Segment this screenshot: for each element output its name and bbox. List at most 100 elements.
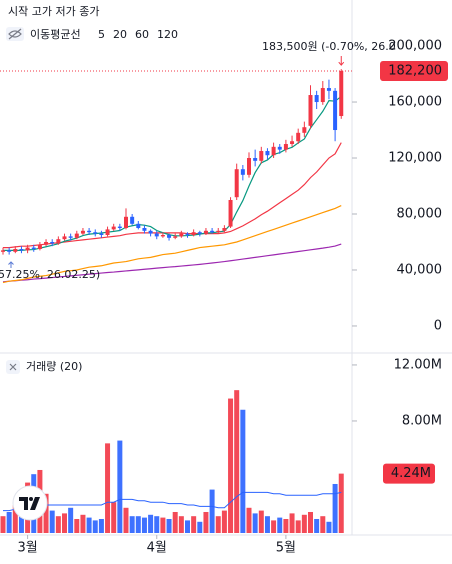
volume-bar	[221, 510, 227, 533]
volume-bar	[6, 511, 12, 533]
y-tick-label: 200,000	[388, 39, 442, 54]
candle-body	[216, 230, 221, 233]
x-tick-label: 4월	[147, 541, 167, 556]
y-tick-label: 12.00M	[394, 357, 442, 372]
candle-body	[19, 248, 24, 251]
ma-line	[2, 243, 342, 283]
candle-body	[74, 233, 79, 238]
volume-bar	[0, 516, 6, 533]
volume-bar	[326, 521, 332, 533]
candle-body	[99, 233, 104, 235]
candle-body	[203, 230, 208, 234]
volume-bar	[203, 511, 209, 533]
volume-bar	[141, 517, 147, 533]
last-volume-badge	[383, 463, 435, 484]
candle-body	[228, 200, 233, 227]
last-volume-label: 4.24M	[391, 466, 431, 481]
candle-body	[302, 127, 307, 133]
candle-body	[31, 247, 36, 249]
logo-dot	[29, 497, 33, 501]
candle-body	[68, 236, 73, 238]
candle-body	[167, 234, 172, 238]
logo-bg[interactable]	[12, 485, 48, 521]
candle-body	[308, 95, 313, 126]
volume-bar	[289, 513, 295, 533]
candle-body	[13, 248, 18, 252]
volume-bar	[117, 440, 123, 533]
y-tick-label: 80,000	[397, 206, 443, 221]
candle-body	[240, 169, 245, 175]
volume-bar	[314, 518, 320, 533]
candle-body	[136, 223, 141, 228]
candle-body	[117, 226, 122, 228]
volume-bar	[178, 516, 184, 533]
volume-bar	[191, 516, 197, 533]
volume-bar	[92, 520, 98, 533]
y-tick-label: 120,000	[388, 151, 442, 166]
candle-body	[234, 169, 239, 198]
candle-body	[339, 70, 344, 117]
candle-body	[271, 146, 276, 156]
ma-legend-entry: 120	[157, 28, 178, 41]
volume-bar	[332, 483, 338, 533]
candle-body	[1, 250, 5, 252]
high-arrow	[338, 56, 345, 66]
candle-body	[105, 229, 110, 235]
volume-bar	[105, 443, 111, 533]
candle-body	[222, 227, 227, 231]
volume-bar	[148, 514, 154, 533]
volume-bar	[338, 473, 344, 533]
ma-line	[2, 205, 342, 284]
volume-bar	[246, 507, 252, 533]
volume-bar	[252, 513, 258, 533]
candle-body	[124, 216, 128, 228]
volume-bar	[98, 518, 104, 533]
candle-body	[50, 241, 55, 244]
volume-bar	[86, 517, 92, 533]
candle-body	[197, 232, 202, 234]
volume-bar	[123, 507, 129, 533]
low-annotation: 57.25%, 26.02.25)	[0, 268, 100, 281]
candle-body	[56, 239, 61, 244]
volume-bar	[129, 516, 135, 533]
candle-body	[130, 216, 135, 224]
candle-body	[277, 146, 282, 150]
last-price-label: 182,200	[388, 63, 442, 78]
candle-body	[283, 144, 288, 150]
volume-bar	[49, 510, 55, 533]
candle-body	[7, 250, 12, 252]
volume-bar	[55, 516, 61, 533]
candle-body	[173, 236, 178, 238]
close-icon[interactable]	[6, 360, 20, 374]
candle-body	[142, 227, 147, 231]
volume-bar	[12, 504, 18, 533]
volume-bar	[234, 390, 240, 533]
volume-bar	[215, 516, 221, 533]
candle-body	[253, 158, 258, 161]
volume-bar	[209, 489, 215, 533]
candle-body	[87, 230, 92, 233]
volume-bar	[80, 514, 86, 533]
volume-bar	[283, 518, 289, 533]
y-tick-label: 160,000	[388, 95, 442, 110]
volume-bar	[135, 516, 141, 533]
eye-icon[interactable]	[6, 27, 24, 41]
volume-bar	[172, 511, 178, 533]
candle-body	[314, 95, 319, 103]
x-tick-label: 5월	[276, 541, 296, 556]
candle-body	[320, 88, 325, 103]
candle-body	[62, 236, 67, 240]
tradingview-logo[interactable]	[12, 485, 48, 521]
volume-bar	[264, 516, 270, 533]
candle-body	[265, 151, 270, 156]
volume-bar	[154, 516, 160, 533]
volume-title: 거래량 (20)	[26, 360, 82, 373]
candle-body	[154, 233, 159, 237]
ma-legend-entry: 5	[98, 28, 105, 41]
candle-body	[290, 141, 295, 145]
candle-body	[247, 158, 251, 175]
candle-body	[44, 241, 49, 245]
x-shape	[9, 363, 17, 371]
